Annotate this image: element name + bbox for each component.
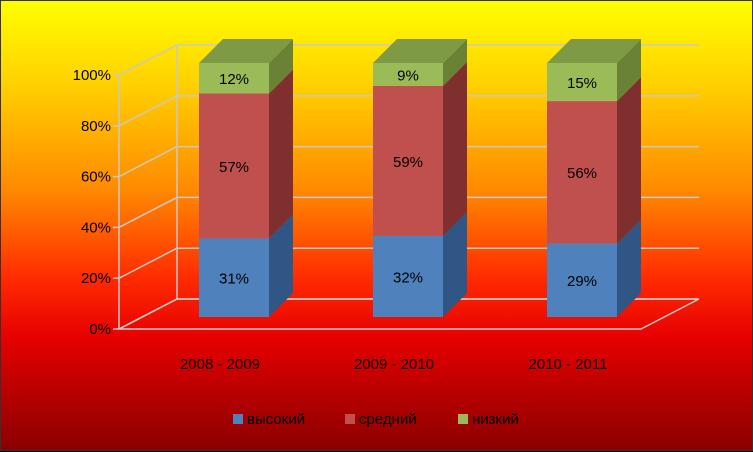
bar-0-2: [547, 243, 617, 317]
bar-2-2: [547, 63, 617, 102]
legend-label-2: низкий: [472, 411, 519, 428]
bar-side-0-0: [269, 214, 293, 317]
x-category-label: 2010 - 2011: [529, 356, 608, 373]
data-label: 29%: [567, 273, 597, 290]
bar-1-2: [547, 101, 617, 244]
bar-side-1-2: [617, 77, 641, 244]
data-label: 15%: [567, 75, 597, 92]
bar-0-0: [199, 238, 269, 317]
bar-top-0: [199, 39, 293, 63]
data-label: 32%: [393, 269, 423, 286]
gridline-diagonal: [118, 145, 178, 178]
bar-side-0-2: [617, 219, 641, 317]
y-tick-label: 40%: [81, 219, 111, 236]
legend-swatch-0: [233, 414, 243, 424]
y-tick-label: 80%: [81, 118, 111, 135]
bar-side-2-2: [617, 39, 641, 102]
data-label: 31%: [219, 271, 249, 288]
bar-1-1: [373, 85, 443, 236]
bar-top-2: [547, 39, 641, 63]
data-label: 56%: [567, 165, 597, 182]
y-tick-label: 100%: [73, 67, 111, 84]
data-label: 57%: [219, 159, 249, 176]
legend-swatch-1: [345, 414, 355, 424]
gridline-diagonal: [118, 247, 178, 279]
y-tick-label: 20%: [81, 270, 111, 287]
data-label: 59%: [393, 154, 423, 171]
x-category-label: 2009 - 2010: [354, 356, 434, 373]
bar-top-1: [373, 39, 467, 63]
bar-2-0: [199, 63, 269, 94]
bar-0-1: [373, 235, 443, 317]
bar-side-2-0: [269, 39, 293, 94]
bar-side-1-1: [443, 61, 467, 236]
gridline-diagonal: [118, 44, 178, 76]
gridline-diagonal: [118, 95, 178, 127]
legend-swatch-2: [458, 414, 468, 424]
bar-side-0-1: [443, 211, 467, 317]
bar-side-1-0: [269, 69, 293, 239]
bar-side-2-1: [443, 39, 467, 86]
bar-2-1: [373, 63, 443, 86]
y-tick-label: 60%: [81, 169, 111, 186]
data-label: 9%: [397, 67, 419, 84]
legend-label-1: средний: [359, 411, 417, 428]
bar-1-0: [199, 93, 269, 239]
gridline-diagonal: [118, 196, 178, 229]
data-label: 12%: [219, 71, 249, 88]
gridline-diagonal: [118, 298, 178, 330]
y-tick-label: 0%: [89, 321, 111, 338]
x-category-label: 2008 - 2009: [180, 356, 260, 373]
legend-label-0: высокий: [247, 411, 305, 428]
